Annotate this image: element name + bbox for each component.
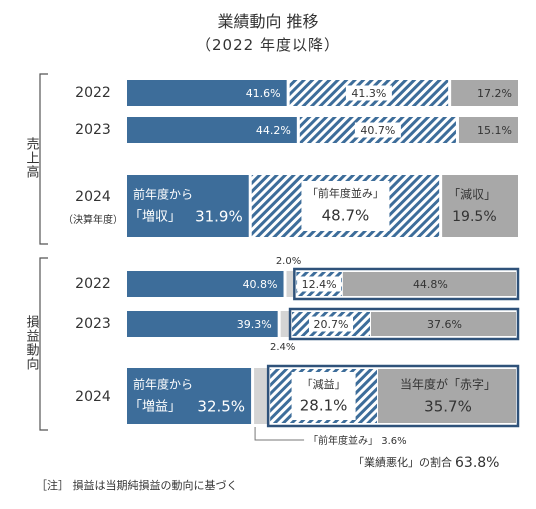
- profit-increase-value: 39.3%: [237, 318, 272, 331]
- sales-year-label: 2024: [75, 189, 111, 205]
- profit-deficit-caption: 当年度が「赤字」: [400, 377, 496, 392]
- profit-decrease-value: 20.7%: [314, 318, 349, 331]
- fiscal-year-sublabel: （決算年度）: [63, 213, 123, 226]
- sales-flat-value: 40.7%: [360, 124, 395, 137]
- sales-bar-decrease: [451, 80, 518, 106]
- sales-increase-value: 31.9%: [195, 208, 243, 226]
- profit-increase-value: 40.8%: [243, 278, 278, 291]
- profit-bar-increase: [127, 271, 284, 297]
- profit-decrease-value: 28.1%: [300, 397, 348, 415]
- sales-increase-caption-2: 「増収」: [129, 210, 181, 225]
- sales-group-label-char: 高: [26, 165, 39, 181]
- sales-flat-value-bg: [345, 85, 392, 101]
- worsening-frame: [293, 267, 520, 301]
- flat-2022-annotation: 2.0%: [276, 256, 301, 267]
- chart-title: 業績動向 推移: [217, 12, 319, 31]
- sales-decrease-value: 17.2%: [477, 87, 512, 100]
- sales-flat-value: 41.3%: [351, 87, 386, 100]
- profit-decrease-box: [291, 372, 356, 420]
- sales-bar-increase: [127, 175, 249, 237]
- sales-decrease-value: 15.1%: [477, 124, 512, 137]
- profit-group-label-char: 損: [26, 316, 39, 331]
- profit-decrease-value: 12.4%: [302, 278, 337, 291]
- sales-flat-value-bg: [354, 122, 401, 138]
- profit-bar-flat: [286, 271, 294, 297]
- sales-increase-caption: 前年度から: [133, 187, 193, 202]
- profit-year-label: 2024: [75, 389, 111, 405]
- footnote: ［注］ 損益は当期純損益の動向に基づく: [36, 478, 238, 492]
- sales-bar-decrease: [458, 117, 518, 143]
- profit-deficit-value: 37.6%: [427, 318, 462, 331]
- profit-decrease-value-bg: [297, 276, 342, 292]
- worsening-value: 63.8%: [455, 455, 499, 471]
- sales-flat-box: [301, 181, 390, 231]
- profit-increase-caption: 前年度から: [133, 377, 193, 392]
- sales-year-label: 2022: [75, 85, 111, 101]
- profit-group-label-char: 向: [26, 357, 39, 373]
- profit-bar-deficit: [378, 369, 516, 423]
- sales-flat-caption: 「前年度並み」: [307, 186, 384, 200]
- profit-bar-deficit: [370, 312, 516, 336]
- profit-group-bracket: [39, 257, 48, 431]
- sales-decrease-value: 19.5%: [452, 209, 496, 225]
- profit-deficit-value: 44.8%: [413, 278, 448, 291]
- sales-flat-value: 48.7%: [322, 207, 370, 225]
- profit-bar-flat: [254, 368, 268, 424]
- flat-2024-leader: [254, 427, 305, 441]
- worsening-frame: [288, 307, 520, 341]
- worsening-frame: [266, 364, 520, 428]
- sales-bar-decrease: [442, 175, 518, 237]
- sales-year-label: 2023: [75, 122, 111, 138]
- sales-bar-increase: [127, 80, 287, 106]
- profit-decrease-value-bg: [309, 316, 354, 332]
- sales-group-label-char: 売: [26, 137, 39, 153]
- profit-year-label: 2022: [75, 276, 111, 292]
- profit-bar-flat: [280, 311, 290, 337]
- profit-group-label-char: 動: [26, 344, 39, 359]
- flat-2023-annotation: 2.4%: [270, 342, 295, 353]
- sales-increase-value: 44.2%: [256, 124, 291, 137]
- profit-deficit-value: 35.7%: [424, 398, 472, 416]
- profit-bar-deficit: [342, 272, 516, 296]
- profit-increase-value: 32.5%: [197, 398, 245, 416]
- profit-bar-increase: [127, 368, 252, 424]
- profit-increase-caption-2: 「増益」: [129, 400, 181, 415]
- flat-2024-annotation: 「前年度並み」 3.6%: [308, 434, 407, 447]
- worsening-label: 「業績悪化」の割合: [353, 455, 452, 469]
- profit-group-label-char: 益: [26, 330, 39, 345]
- sales-decrease-caption: 「減収」: [448, 187, 496, 202]
- sales-group-bracket: [39, 73, 48, 245]
- chart-subtitle: （2022 年度以降）: [196, 36, 340, 54]
- profit-bar-increase: [127, 311, 278, 337]
- profit-decrease-caption: 「減益」: [302, 377, 346, 391]
- profit-year-label: 2023: [75, 316, 111, 332]
- sales-increase-value: 41.6%: [246, 87, 281, 100]
- sales-group-label-char: 上: [26, 152, 39, 167]
- sales-bar-increase: [127, 117, 297, 143]
